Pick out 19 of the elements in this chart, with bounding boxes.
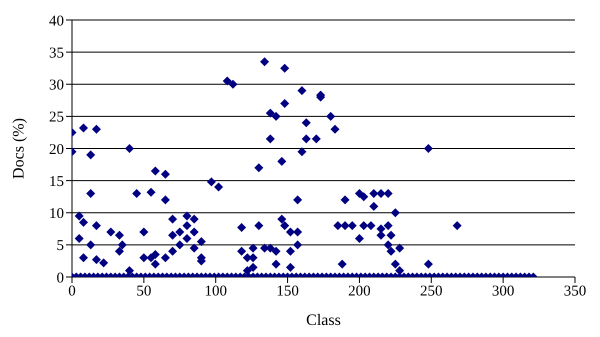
x-tick-label: 100 <box>204 284 227 300</box>
y-tick-label: 30 <box>49 78 64 94</box>
y-tick-label: 20 <box>49 142 64 158</box>
x-tick-label: 250 <box>420 284 443 300</box>
x-tick-label: 150 <box>276 284 299 300</box>
y-tick-label: 5 <box>56 238 64 254</box>
x-tick-label: 50 <box>136 284 152 300</box>
x-tick-label: 300 <box>492 284 514 300</box>
x-tick-label: 0 <box>68 284 76 300</box>
x-tick-label: 200 <box>348 284 371 300</box>
y-tick-label: 40 <box>49 13 64 30</box>
x-tick-label: 350 <box>564 284 586 300</box>
y-axis-title: Docs (%) <box>10 118 28 179</box>
y-tick-label: 0 <box>56 270 64 286</box>
y-tick-label: 35 <box>49 45 64 62</box>
y-tick-label: 25 <box>49 110 64 126</box>
y-tick-label: 10 <box>49 206 64 222</box>
y-tick-label: 15 <box>49 174 64 190</box>
x-axis-title: Class <box>306 312 341 329</box>
